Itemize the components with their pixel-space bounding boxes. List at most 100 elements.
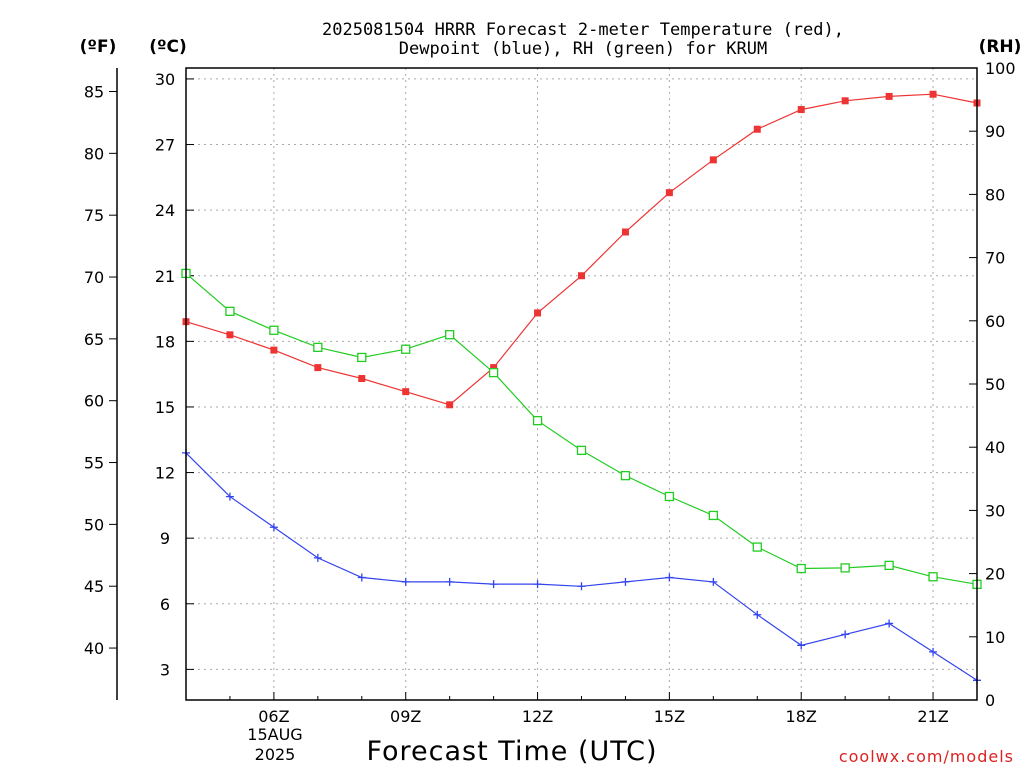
relative_humidity-point bbox=[840, 563, 850, 573]
fahrenheit-tick-label: 80 bbox=[84, 144, 104, 163]
rh-tick-label: 10 bbox=[985, 628, 1005, 647]
x-tick-label: 12Z bbox=[522, 707, 553, 726]
temperature-point bbox=[578, 272, 585, 280]
dewpoint-point bbox=[357, 573, 366, 582]
date-label-year: 2025 bbox=[255, 745, 296, 764]
temperature-point bbox=[358, 375, 366, 383]
fahrenheit-tick-label: 70 bbox=[84, 268, 104, 287]
temperature-line bbox=[185, 93, 978, 406]
dewpoint-point bbox=[533, 580, 542, 589]
celsius-axis-unit-label: (ºC) bbox=[149, 37, 187, 57]
x-tick-label: 18Z bbox=[786, 707, 817, 726]
temperature-point bbox=[665, 189, 673, 197]
relative_humidity-point bbox=[401, 344, 411, 354]
celsius-tick-label: 6 bbox=[160, 595, 170, 614]
axes: 06Z 09Z 12Z 15Z 18Z 21Z 3 6 9 12 15 18 21 24 27 30 40 45 5… bbox=[84, 59, 1016, 726]
dewpoint-point bbox=[929, 647, 938, 656]
celsius-tick-label: 27 bbox=[155, 136, 175, 155]
gridlines bbox=[186, 68, 977, 700]
dewpoint-point bbox=[841, 630, 850, 639]
temperature-point bbox=[709, 156, 717, 164]
fahrenheit-tick-label: 75 bbox=[84, 206, 104, 225]
fahrenheit-axis-unit-label: (ºF) bbox=[80, 37, 117, 57]
date-label-day: 15AUG bbox=[247, 725, 302, 744]
fahrenheit-tick-label: 65 bbox=[84, 330, 104, 349]
rh-tick-label: 50 bbox=[985, 375, 1005, 394]
rh-tick-label: 70 bbox=[985, 249, 1005, 268]
dewpoint-point bbox=[885, 619, 894, 628]
temperature-point bbox=[753, 125, 761, 133]
dewpoint-point bbox=[489, 580, 498, 589]
celsius-tick-label: 24 bbox=[155, 201, 175, 220]
rh-tick-label: 0 bbox=[985, 691, 995, 710]
relative_humidity-point bbox=[576, 445, 587, 456]
dewpoint-point bbox=[225, 492, 234, 501]
temperature-point bbox=[446, 401, 454, 409]
x-axis-title: Forecast Time (UTC) bbox=[366, 736, 657, 767]
relative_humidity-point bbox=[928, 572, 938, 582]
credit-label: coolwx.com/models bbox=[839, 747, 1014, 766]
fahrenheit-tick-label: 55 bbox=[84, 454, 104, 473]
rh-axis-unit-label: (RH) bbox=[979, 37, 1022, 57]
rh-tick-label: 40 bbox=[985, 438, 1005, 457]
x-tick-label: 09Z bbox=[390, 707, 421, 726]
rh-tick-label: 20 bbox=[985, 565, 1005, 584]
fahrenheit-tick-label: 50 bbox=[84, 515, 104, 534]
relative_humidity-point bbox=[620, 470, 631, 481]
dewpoint-point bbox=[621, 577, 630, 586]
relative_humidity-point bbox=[313, 342, 323, 352]
dewpoint-point bbox=[401, 577, 410, 586]
fahrenheit-tick-label: 40 bbox=[84, 639, 104, 658]
temperature-point bbox=[841, 97, 849, 105]
celsius-tick-label: 30 bbox=[155, 70, 175, 89]
dewpoint-point bbox=[577, 582, 586, 591]
chart-title-line-2: Dewpoint (blue), RH (green) for KRUM bbox=[399, 39, 767, 59]
chart-title-line-1: 2025081504 HRRR Forecast 2-meter Tempera… bbox=[322, 20, 844, 40]
relative_humidity-point bbox=[708, 510, 718, 521]
dewpoint-point bbox=[269, 523, 278, 532]
relative_humidity-point bbox=[445, 330, 455, 340]
rh-tick-label: 80 bbox=[985, 185, 1005, 204]
temperature-point bbox=[797, 106, 805, 114]
relative_humidity-line bbox=[185, 272, 978, 585]
x-tick-label: 15Z bbox=[654, 707, 685, 726]
x-tick-label: 21Z bbox=[917, 707, 948, 726]
temperature-point bbox=[490, 364, 498, 372]
temperature-point bbox=[270, 346, 278, 354]
celsius-tick-label: 9 bbox=[160, 529, 170, 548]
temperature-point bbox=[314, 364, 322, 372]
relative_humidity-point bbox=[225, 306, 235, 316]
dewpoint-point bbox=[665, 573, 674, 582]
temperature-point bbox=[885, 92, 893, 100]
celsius-tick-label: 21 bbox=[155, 267, 175, 286]
relative_humidity-point bbox=[884, 560, 894, 571]
temperature-point bbox=[226, 331, 234, 339]
temperature-point bbox=[402, 388, 410, 396]
relative_humidity-point bbox=[532, 416, 543, 426]
series-layer bbox=[181, 90, 982, 685]
rh-tick-label: 60 bbox=[985, 312, 1005, 331]
relative_humidity-point bbox=[796, 563, 806, 574]
dewpoint-point bbox=[797, 641, 806, 650]
plot-frame bbox=[185, 67, 978, 701]
dewpoint-point bbox=[753, 610, 762, 619]
dewpoint-point bbox=[709, 577, 718, 586]
rh-tick-label: 90 bbox=[985, 122, 1005, 141]
celsius-tick-label: 12 bbox=[155, 464, 175, 483]
dewpoint-point bbox=[313, 553, 322, 562]
x-tick-label: 06Z bbox=[258, 707, 289, 726]
temperature-point bbox=[534, 309, 542, 317]
relative_humidity-point bbox=[269, 325, 279, 335]
fahrenheit-tick-label: 60 bbox=[84, 392, 104, 411]
celsius-tick-label: 15 bbox=[155, 398, 175, 417]
fahrenheit-tick-label: 45 bbox=[84, 577, 104, 596]
temperature-point bbox=[621, 228, 629, 236]
temperature-point bbox=[929, 90, 937, 98]
relative_humidity-point bbox=[357, 352, 367, 363]
relative_humidity-point bbox=[488, 367, 499, 378]
dewpoint-point bbox=[445, 577, 454, 586]
relative_humidity-point bbox=[752, 542, 762, 552]
rh-tick-label: 100 bbox=[985, 59, 1016, 78]
celsius-tick-label: 3 bbox=[160, 660, 170, 679]
